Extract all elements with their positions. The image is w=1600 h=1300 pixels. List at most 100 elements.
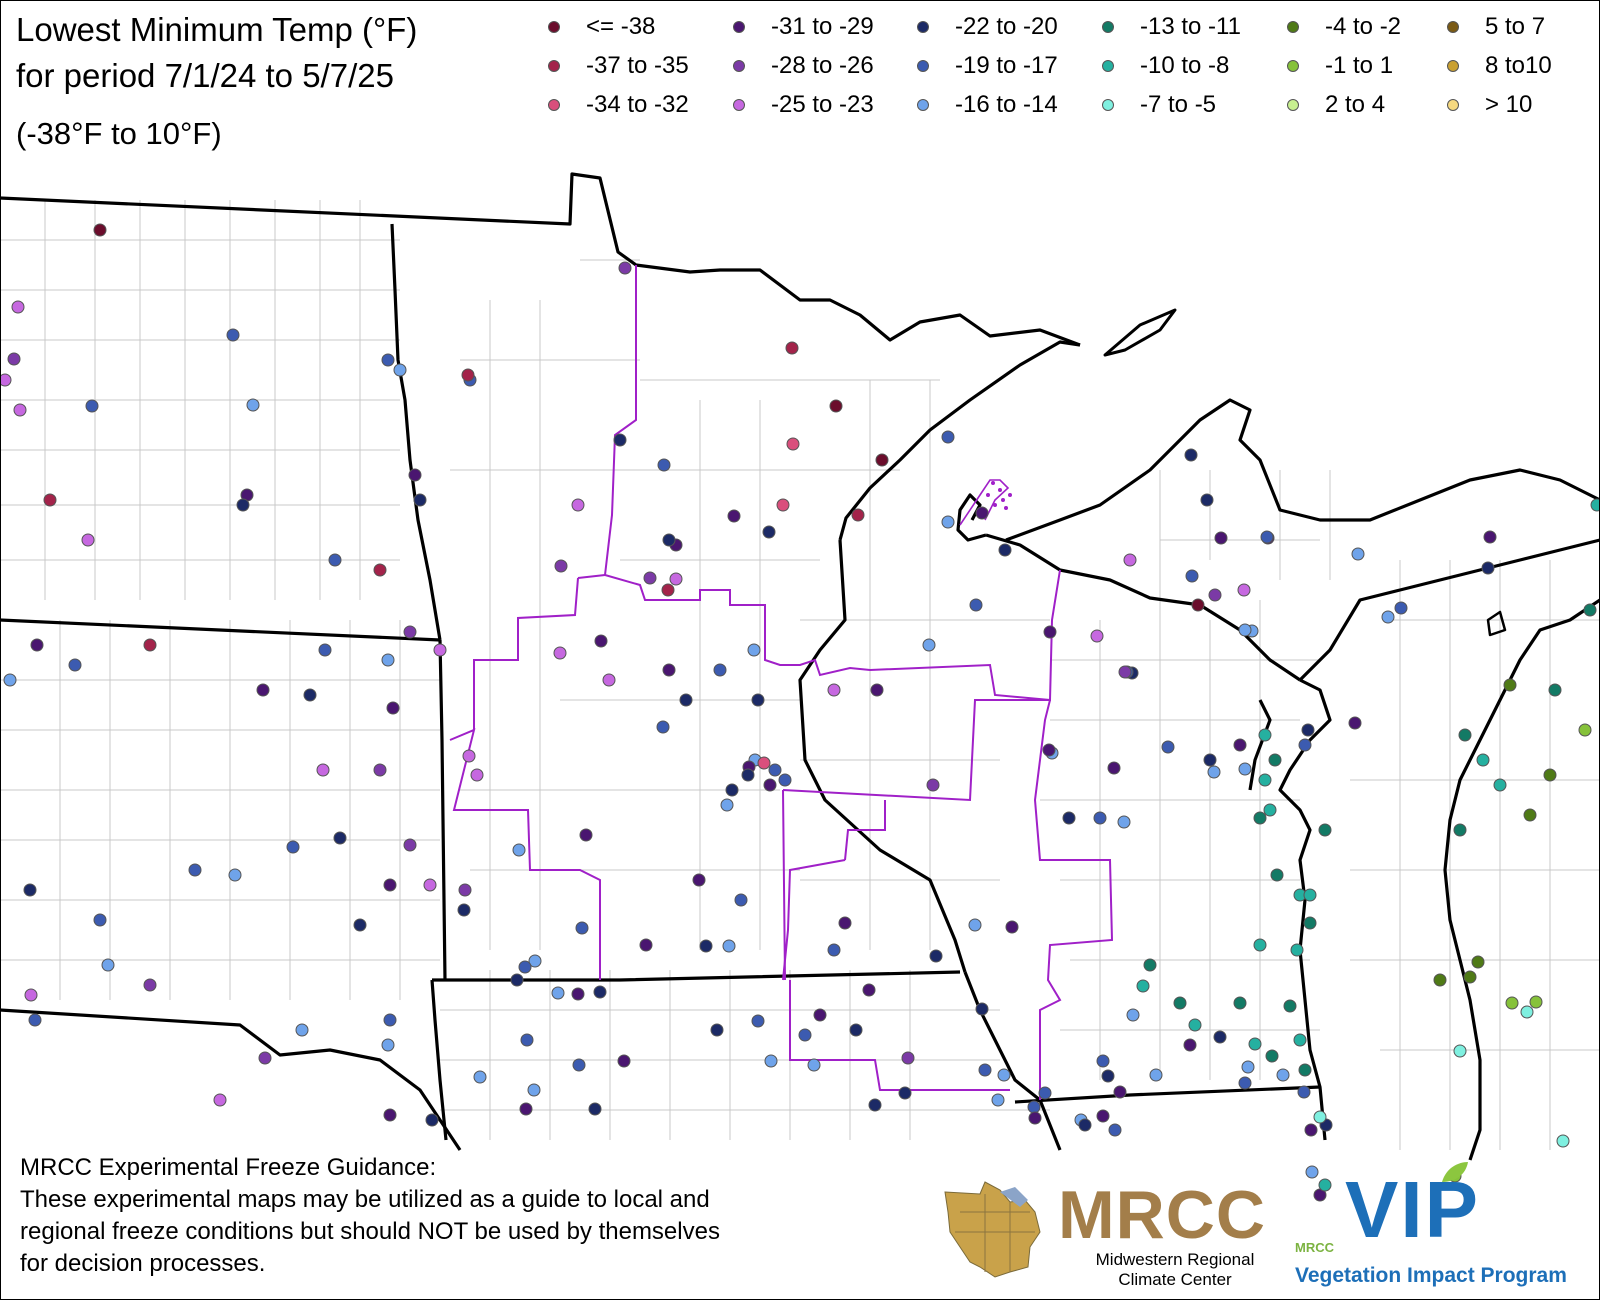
legend-swatch xyxy=(1287,60,1299,72)
station-dot xyxy=(93,223,107,237)
station-dot xyxy=(381,653,395,667)
legend-label: -4 to -2 xyxy=(1325,13,1402,40)
station-dot xyxy=(23,883,37,897)
station-dot xyxy=(1583,603,1597,617)
station-dot xyxy=(68,658,82,672)
station-dot xyxy=(226,328,240,342)
station-dot xyxy=(998,543,1012,557)
station-dot xyxy=(661,583,675,597)
station-dot xyxy=(699,939,713,953)
legend-swatch xyxy=(917,21,929,33)
station-dot xyxy=(997,1068,1011,1082)
station-dot xyxy=(1043,625,1057,639)
map-period: for period 7/1/24 to 5/7/25 xyxy=(16,57,394,94)
station-dot xyxy=(929,949,943,963)
station-dot xyxy=(1096,1109,1110,1123)
station-dot xyxy=(383,1013,397,1027)
station-dot xyxy=(1213,1030,1227,1044)
station-dot xyxy=(381,1038,395,1052)
station-dot xyxy=(776,498,790,512)
station-dot xyxy=(662,533,676,547)
legend-label: 5 to 7 xyxy=(1485,13,1546,40)
legend-swatch xyxy=(1102,99,1114,111)
station-dot xyxy=(3,673,17,687)
disclaimer-line-2: regional freeze conditions but should NO… xyxy=(20,1218,720,1245)
canada-border xyxy=(0,172,1081,347)
station-dot xyxy=(295,1023,309,1037)
station-dot xyxy=(926,778,940,792)
county-grid xyxy=(0,200,1600,1150)
station-dot xyxy=(403,838,417,852)
station-dot xyxy=(1126,1008,1140,1022)
vip-mrcc-small-text: MRCC xyxy=(1295,1240,1334,1255)
station-dot xyxy=(827,683,841,697)
station-dot xyxy=(383,878,397,892)
station-dot xyxy=(1471,955,1485,969)
legend-label: 2 to 4 xyxy=(1325,91,1386,118)
station-dot xyxy=(1529,995,1543,1009)
station-dot xyxy=(643,571,657,585)
station-dot xyxy=(93,913,107,927)
legend-swatch xyxy=(733,21,745,33)
wi-ia-border xyxy=(963,971,1062,1151)
station-dot xyxy=(975,506,989,520)
station-dot xyxy=(381,353,395,367)
station-dot xyxy=(1304,1123,1318,1137)
station-dot xyxy=(1090,629,1104,643)
station-dot xyxy=(1260,530,1274,544)
station-dot xyxy=(613,433,627,447)
leaf-icon xyxy=(1442,1162,1468,1182)
station-dot xyxy=(941,430,955,444)
wi-upper-boundary xyxy=(956,493,987,542)
station-dot xyxy=(143,638,157,652)
station-dot xyxy=(1293,1033,1307,1047)
station-dot xyxy=(838,916,852,930)
station-dot xyxy=(408,468,422,482)
legend-swatch xyxy=(733,99,745,111)
station-dot xyxy=(0,373,12,387)
station-dot xyxy=(1268,753,1282,767)
station-dot xyxy=(1453,823,1467,837)
station-dot xyxy=(1394,601,1408,615)
station-dot xyxy=(1173,996,1187,1010)
station-dot xyxy=(669,572,683,586)
station-dot xyxy=(813,1008,827,1022)
station-dot xyxy=(188,863,202,877)
station-dot xyxy=(328,553,342,567)
station-dot xyxy=(991,1093,1005,1107)
station-dot xyxy=(1453,1044,1467,1058)
station-dot xyxy=(751,1014,765,1028)
mrcc-logo-text: MRCC xyxy=(1058,1177,1266,1253)
nd-sd-border xyxy=(0,618,441,642)
station-dot xyxy=(851,508,865,522)
midwest-map-logo xyxy=(944,1181,1041,1278)
legend-swatch xyxy=(733,60,745,72)
station-dot xyxy=(798,1028,812,1042)
station-dot xyxy=(941,515,955,529)
lake-michigan-west-shore xyxy=(1278,678,1332,1141)
legend-swatch xyxy=(548,21,560,33)
station-dot xyxy=(373,763,387,777)
station-dot xyxy=(1556,1134,1570,1148)
station-dot xyxy=(1208,588,1222,602)
station-dot xyxy=(978,1063,992,1077)
wi-il-border xyxy=(1014,1085,1321,1104)
station-dot xyxy=(1027,1100,1041,1114)
station-dot xyxy=(423,878,437,892)
station-dot xyxy=(741,768,755,782)
station-dot xyxy=(1253,811,1267,825)
legend-label: -16 to -14 xyxy=(955,91,1058,118)
station-dot xyxy=(1318,1178,1332,1192)
station-dot xyxy=(519,1102,533,1116)
station-dot xyxy=(807,1058,821,1072)
station-dot xyxy=(1481,561,1495,575)
station-dot xyxy=(7,352,21,366)
station-dot xyxy=(1297,1085,1311,1099)
station-dot xyxy=(778,773,792,787)
station-dot xyxy=(143,978,157,992)
station-dot xyxy=(1191,598,1205,612)
station-dot xyxy=(470,768,484,782)
station-dot xyxy=(1351,547,1365,561)
disclaimer-line-1: These experimental maps may be utilized … xyxy=(20,1186,710,1213)
